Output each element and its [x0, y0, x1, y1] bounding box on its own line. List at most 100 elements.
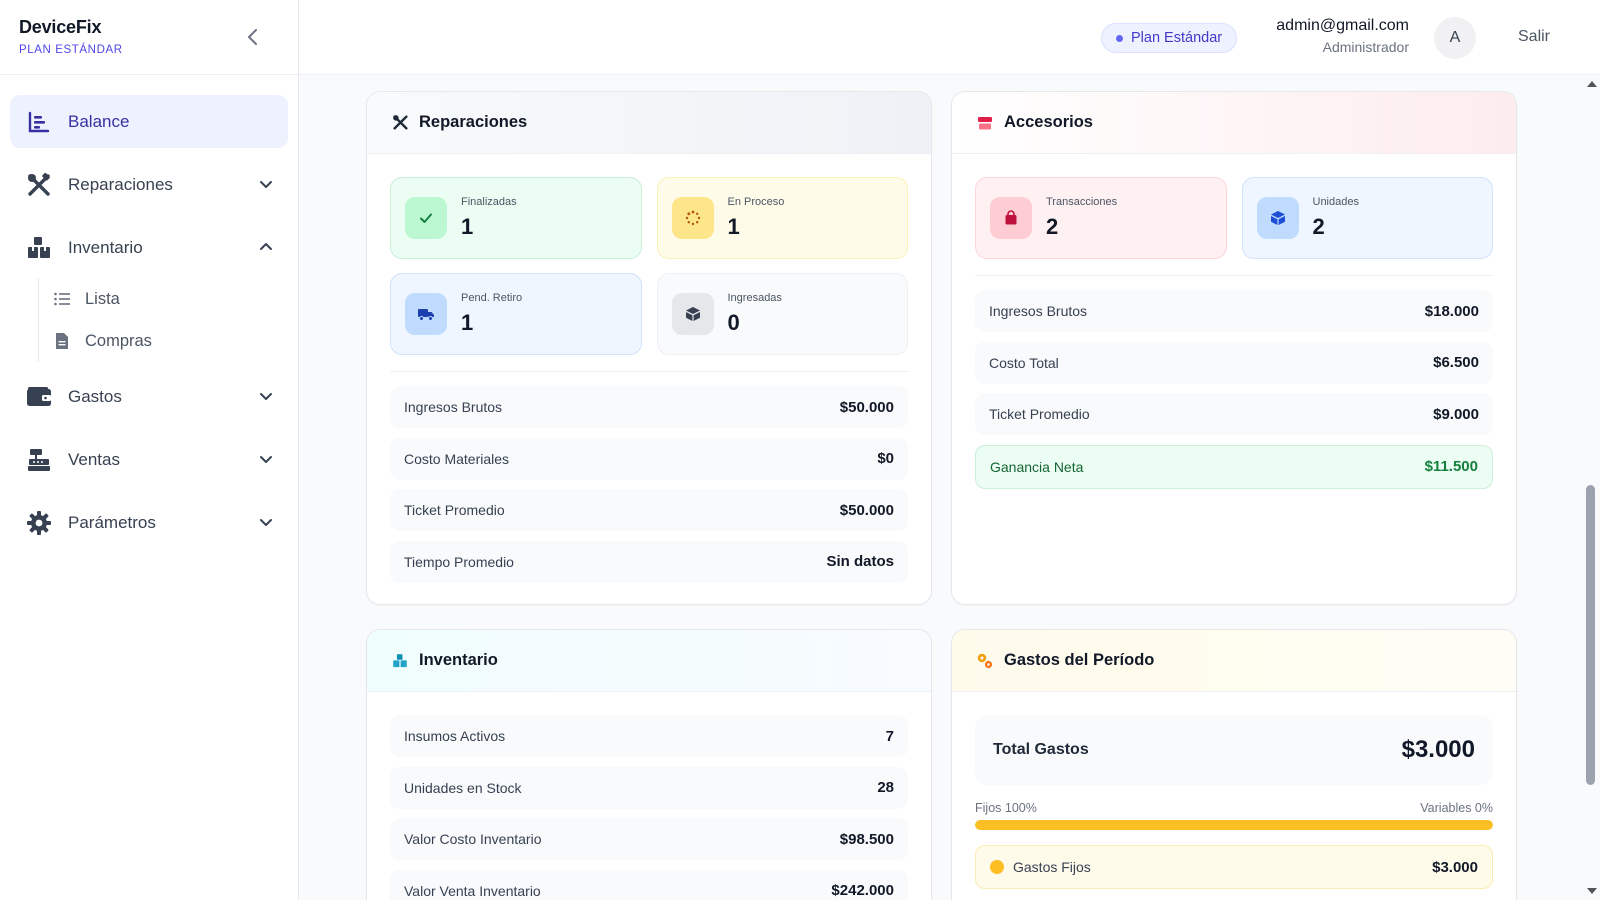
check-icon [405, 197, 447, 239]
sidebar-subitem-lista[interactable]: Lista [53, 278, 288, 320]
card-header: Accesorios [952, 92, 1516, 154]
sidebar-item-reparaciones[interactable]: Reparaciones [10, 158, 288, 211]
stat-finalizadas: Finalizadas 1 [390, 177, 642, 259]
metric-row: Valor Venta Inventario $242.000 [390, 869, 908, 900]
gastos-fijos-row: Gastos Fijos $3.000 [975, 845, 1493, 889]
sidebar-item-label: Reparaciones [68, 174, 173, 194]
metric-value: $50.000 [839, 398, 894, 416]
stat-unidades: Unidades 2 [1241, 177, 1493, 259]
metric-value: $6.500 [1433, 354, 1479, 371]
chevron-up-icon [260, 243, 272, 250]
sidebar-item-ventas[interactable]: Ventas [10, 433, 288, 486]
metric-label: Valor Venta Inventario [404, 882, 541, 899]
gastos-card: Gastos del Período Total Gastos $3.000 F… [951, 629, 1517, 900]
net-profit-row: Ganancia Neta $11.500 [975, 444, 1493, 489]
expense-split-bar [975, 820, 1493, 830]
spinner-icon [671, 197, 714, 239]
store-icon [976, 114, 994, 132]
scroll-up-arrow[interactable] [1587, 81, 1597, 87]
document-icon [53, 332, 71, 350]
card-header: Gastos del Período [952, 630, 1516, 692]
brand: DeviceFix PLAN ESTÁNDAR [0, 0, 298, 75]
inventario-submenu: Lista Compras [38, 278, 288, 362]
scroll-down-arrow[interactable] [1587, 888, 1597, 894]
truck-icon [405, 293, 447, 335]
metric-value: $0 [877, 450, 894, 467]
metric-row: Ingresos Brutos $50.000 [390, 386, 908, 428]
page-scrollbar[interactable] [1583, 75, 1600, 900]
scroll-thumb[interactable] [1586, 485, 1595, 785]
plan-badge-label: Plan Estándar [1131, 30, 1223, 46]
metric-label: Tiempo Promedio [404, 553, 514, 570]
avatar[interactable]: A [1434, 17, 1476, 59]
card-title: Gastos del Período [1004, 651, 1155, 669]
fixed-percent-label: Fijos 100% [975, 801, 1037, 815]
metric-row: Tiempo Promedio Sin datos [390, 540, 908, 583]
expense-split-labels: Fijos 100% Variables 0% [975, 801, 1493, 815]
metric-label: Ticket Promedio [989, 406, 1090, 422]
stat-label: Finalizadas [461, 196, 517, 208]
stat-value: 1 [461, 214, 474, 239]
metric-label: Unidades en Stock [404, 779, 522, 796]
user-info: admin@gmail.com Administrador [1209, 17, 1409, 55]
tools-icon [26, 172, 52, 198]
boxes-icon [391, 652, 409, 670]
wallet-icon [26, 384, 52, 410]
metric-label: Ganancia Neta [990, 458, 1084, 475]
tools-icon [391, 114, 409, 132]
sidebar-subitem-label: Compras [85, 331, 152, 350]
sidebar: DeviceFix PLAN ESTÁNDAR Balance Reparaci… [0, 0, 299, 900]
legend-dot [990, 860, 1004, 874]
accesorios-card: Accesorios Transacciones 2 Unidades 2 Ingr… [951, 91, 1517, 605]
metric-value: $50.000 [839, 501, 894, 519]
box-icon [671, 293, 714, 335]
sidebar-subitem-label: Lista [85, 289, 120, 308]
chart-bars-icon [26, 109, 52, 135]
stat-value: 2 [1312, 214, 1325, 239]
stat-value: 1 [727, 214, 740, 239]
stat-label: En Proceso [727, 196, 785, 208]
gears-icon [976, 652, 994, 670]
sidebar-item-label: Balance [68, 111, 130, 131]
accesorios-stats: Transacciones 2 Unidades 2 [975, 177, 1493, 276]
sidebar-item-gastos[interactable]: Gastos [10, 370, 288, 423]
logout-button[interactable]: Salir [1518, 28, 1551, 45]
metric-value: 7 [885, 727, 894, 745]
brand-name: DeviceFix [19, 17, 102, 37]
metric-value: $11.500 [1424, 458, 1478, 475]
card-title: Accesorios [1004, 113, 1093, 131]
chevron-down-icon [260, 456, 272, 463]
sidebar-item-label: Ventas [68, 449, 120, 469]
stat-label: Transacciones [1046, 196, 1118, 208]
metric-value: $98.500 [839, 830, 894, 848]
metric-row: Costo Total $6.500 [975, 341, 1493, 384]
cash-register-icon [26, 447, 52, 473]
metric-label: Ingresos Brutos [989, 303, 1088, 319]
shopping-bag-icon [990, 197, 1032, 239]
expense-split-bar-fill [975, 820, 1493, 830]
sidebar-item-label: Gastos [68, 386, 122, 406]
stat-value: 0 [727, 310, 740, 335]
sidebar-item-balance[interactable]: Balance [10, 95, 288, 148]
metric-label: Insumos Activos [404, 728, 506, 744]
total-gastos-box: Total Gastos $3.000 [975, 715, 1493, 785]
metric-label: Ingresos Brutos [404, 399, 503, 415]
metric-value: $242.000 [831, 882, 894, 899]
stat-transacciones: Transacciones 2 [975, 177, 1227, 259]
metric-value: $3.000 [1432, 858, 1478, 876]
metric-value: $9.000 [1433, 405, 1479, 423]
stat-label: Ingresadas [727, 292, 782, 304]
sidebar-item-inventario[interactable]: Inventario [10, 221, 288, 274]
top-header: Plan Estándar admin@gmail.com Administra… [299, 0, 1600, 75]
sidebar-subitem-compras[interactable]: Compras [53, 320, 288, 362]
metric-row: Ticket Promedio $50.000 [390, 489, 908, 531]
total-gastos-value: $3.000 [1401, 736, 1475, 763]
plan-badge: Plan Estándar [1101, 23, 1238, 53]
card-title: Reparaciones [419, 113, 528, 131]
total-gastos-label: Total Gastos [993, 741, 1089, 758]
stat-label: Pend. Retiro [461, 292, 523, 304]
chevron-down-icon [260, 393, 272, 400]
sidebar-item-parametros[interactable]: Parámetros [10, 496, 288, 549]
metric-value: Sin datos [826, 553, 894, 570]
collapse-sidebar-button[interactable] [242, 26, 264, 48]
